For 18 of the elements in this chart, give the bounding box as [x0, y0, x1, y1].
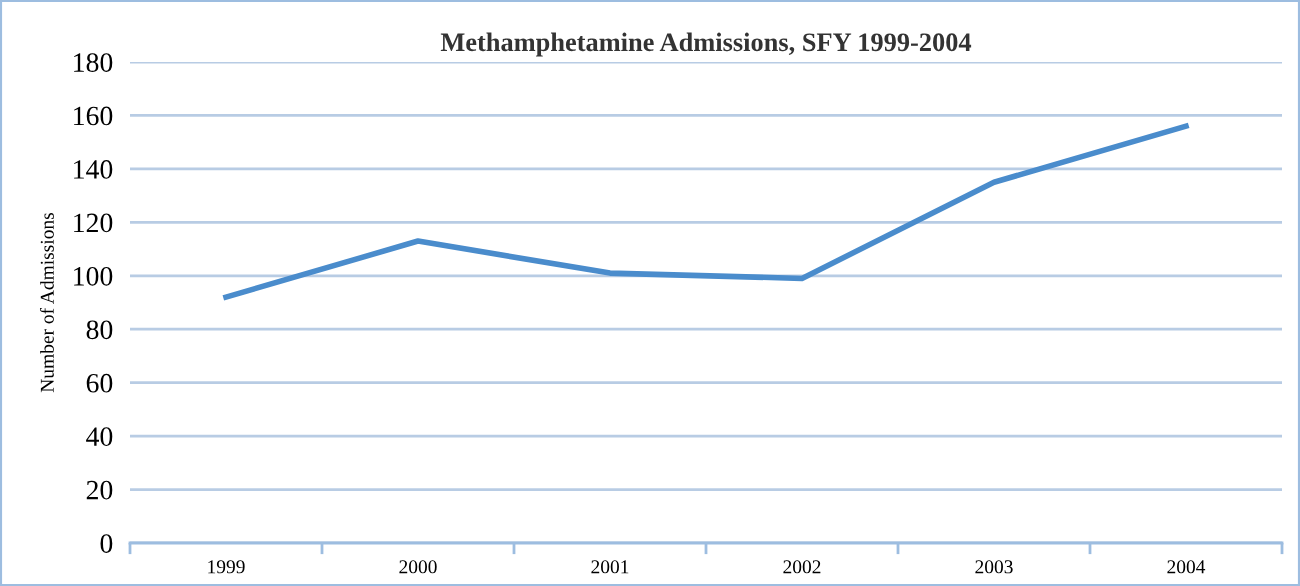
x-tick-label: 2004 — [1167, 560, 1206, 574]
y-axis-title: Number of Admissions — [39, 213, 54, 393]
x-tick-label: 1999 — [208, 560, 245, 574]
y-tick-label: 40 — [86, 427, 113, 447]
x-tick-label: 2003 — [975, 560, 1013, 574]
x-tick-label: 2002 — [783, 560, 821, 574]
y-tick-label: 60 — [86, 373, 113, 393]
y-tick-label: 80 — [86, 320, 113, 340]
y-tick-label: 100 — [74, 266, 113, 286]
chart-title: Methamphetamine Admissions, SFY 1999-2004 — [440, 32, 972, 57]
y-tick-label: 160 — [74, 106, 113, 126]
y-tick-label: 140 — [74, 160, 113, 179]
y-tick-label: 0 — [100, 534, 113, 553]
x-tick-label: 2000 — [399, 560, 437, 574]
y-tick-label: 20 — [86, 480, 113, 500]
y-tick-label: 180 — [74, 53, 113, 72]
y-tick-label: 120 — [74, 213, 113, 233]
x-tick-label: 2001 — [591, 560, 629, 574]
